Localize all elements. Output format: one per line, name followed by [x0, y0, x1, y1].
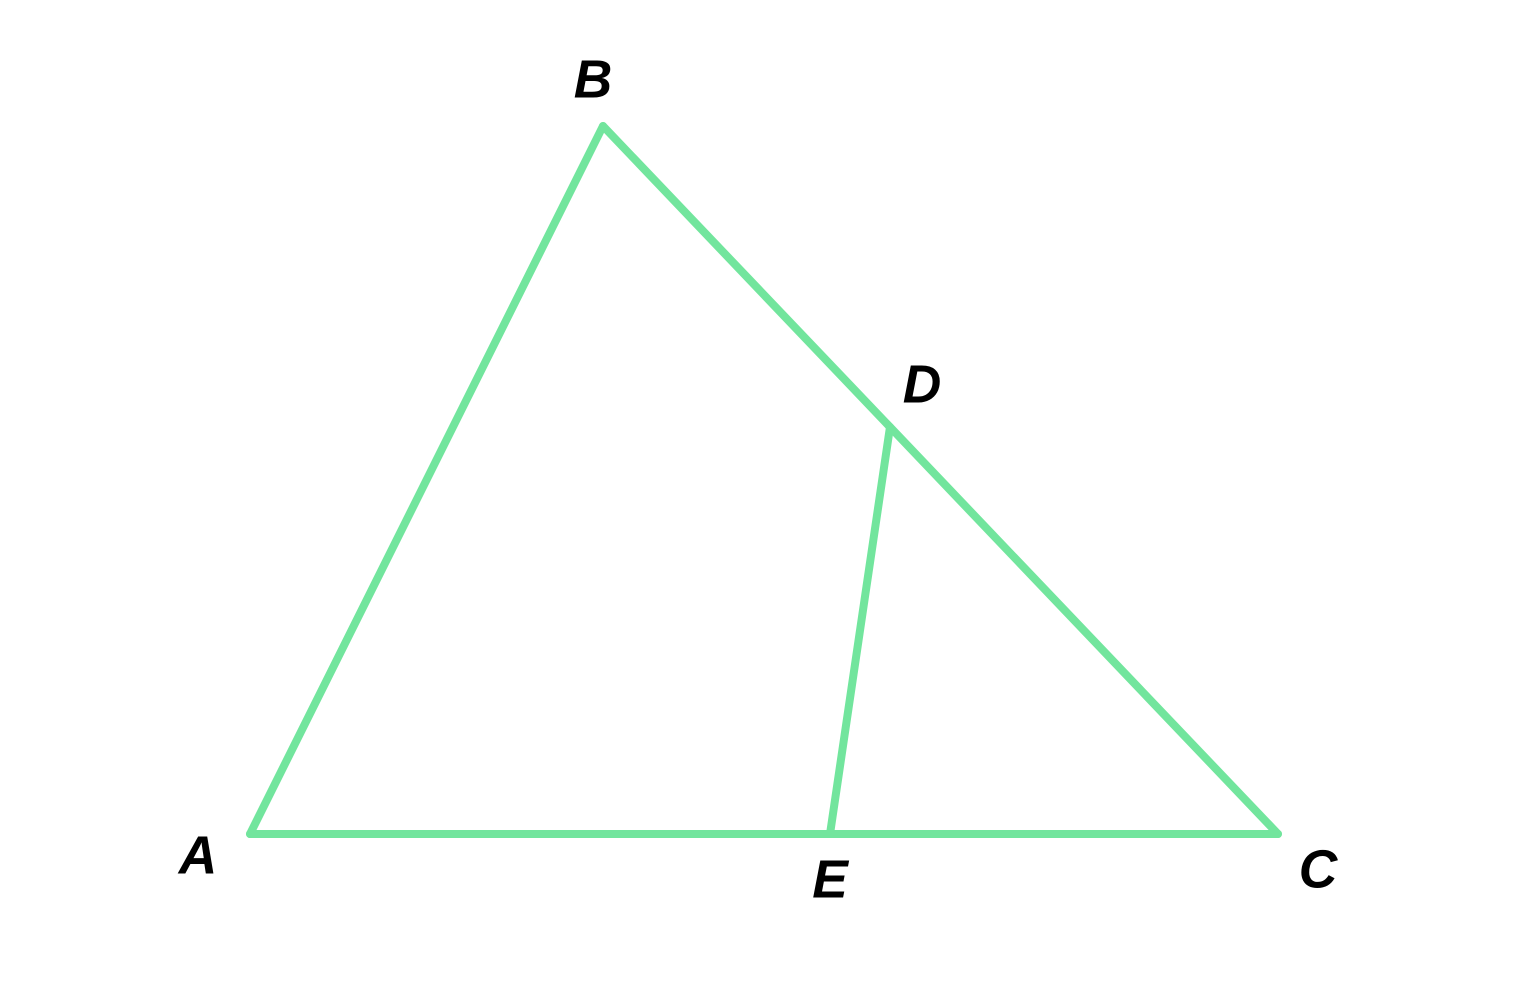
vertex-label-d: D — [903, 355, 942, 416]
vertex-label-e: E — [812, 850, 848, 911]
vertex-label-b: B — [574, 50, 613, 111]
diagram-stage: A B C D E — [0, 0, 1536, 999]
edge-d-e — [830, 427, 890, 834]
edge-b-c — [603, 126, 1278, 834]
vertex-label-c: C — [1299, 840, 1338, 901]
vertex-label-a: A — [179, 826, 218, 887]
edge-a-b — [250, 126, 603, 834]
